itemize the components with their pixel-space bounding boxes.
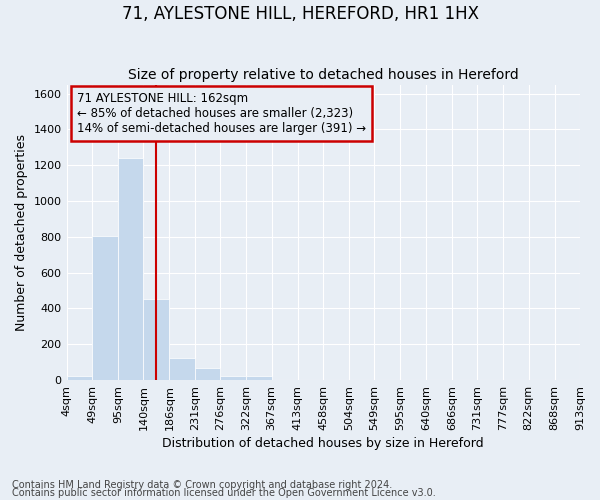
X-axis label: Distribution of detached houses by size in Hereford: Distribution of detached houses by size …: [163, 437, 484, 450]
Bar: [220, 376, 246, 380]
Y-axis label: Number of detached properties: Number of detached properties: [15, 134, 28, 331]
Text: Contains HM Land Registry data © Crown copyright and database right 2024.: Contains HM Land Registry data © Crown c…: [12, 480, 392, 490]
Text: Contains public sector information licensed under the Open Government Licence v3: Contains public sector information licen…: [12, 488, 436, 498]
Bar: [118, 158, 143, 380]
Bar: [169, 358, 195, 380]
Title: Size of property relative to detached houses in Hereford: Size of property relative to detached ho…: [128, 68, 518, 82]
Bar: [67, 376, 92, 380]
Bar: [92, 236, 118, 380]
Text: 71, AYLESTONE HILL, HEREFORD, HR1 1HX: 71, AYLESTONE HILL, HEREFORD, HR1 1HX: [121, 5, 479, 23]
Bar: [143, 298, 169, 380]
Text: 71 AYLESTONE HILL: 162sqm
← 85% of detached houses are smaller (2,323)
14% of se: 71 AYLESTONE HILL: 162sqm ← 85% of detac…: [77, 92, 366, 135]
Bar: [195, 368, 220, 380]
Bar: [246, 376, 272, 380]
